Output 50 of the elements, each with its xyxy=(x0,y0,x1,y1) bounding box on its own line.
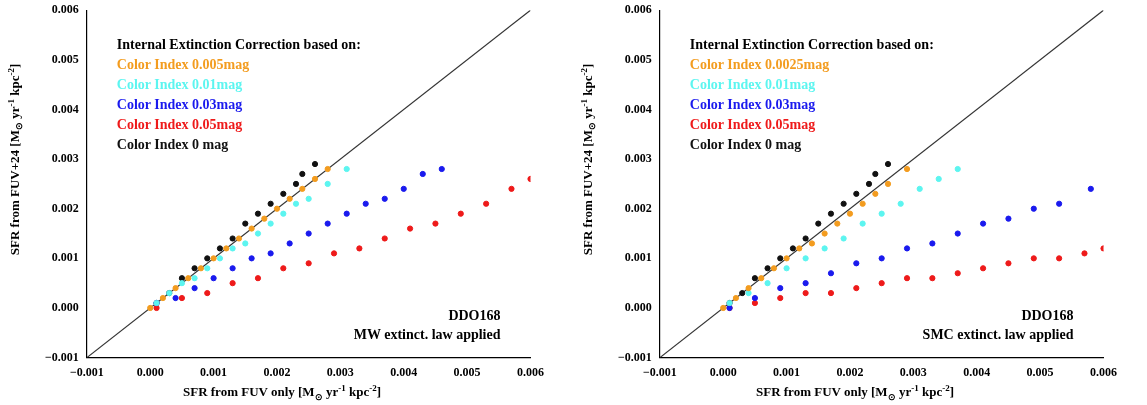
text: Color Index 0.01mag xyxy=(116,76,243,92)
text: Color Index 0.005mag xyxy=(116,56,250,72)
x-tick-label: 0.000 xyxy=(709,364,737,379)
x-tick-label: 0.005 xyxy=(453,364,481,379)
x-tick-label: 0.000 xyxy=(136,364,164,379)
legend-title: Internal Extinction Correction based on: xyxy=(689,36,934,52)
y-tick-label: 0.006 xyxy=(51,2,79,17)
text: Color Index 0 mag xyxy=(116,136,229,152)
x-axis-title: SFR from FUV only [M$_{⊙}$ yr$^{-1}$ kpc$^{-2}$] xyxy=(181,383,382,402)
y-tick-label: 0.001 xyxy=(51,250,79,265)
y-tick-label: 0.002 xyxy=(51,200,79,215)
annotation: MW extinct. law applied xyxy=(353,327,501,343)
x-tick-label: 0.004 xyxy=(963,364,991,379)
y-tick-label: −0.001 xyxy=(617,349,652,364)
annotation: DDO168 xyxy=(448,308,501,324)
y-tick-label: 0.002 xyxy=(624,200,652,215)
x-tick-label: −0.001 xyxy=(642,364,677,379)
x-tick-label: 0.001 xyxy=(773,364,801,379)
text: Color Index 0.0025mag xyxy=(689,56,830,72)
y-tick-label: −0.001 xyxy=(44,349,79,364)
y-tick-label: 0.003 xyxy=(624,151,652,166)
x-tick-label: 0.004 xyxy=(390,364,418,379)
y-tick-label: 0.003 xyxy=(51,151,79,166)
x-tick-label: 0.002 xyxy=(836,364,864,379)
annotation: SMC extinct. law applied xyxy=(922,327,1074,343)
y-tick-label: 0.006 xyxy=(624,2,652,17)
y-tick-label: 0.005 xyxy=(51,51,79,66)
x-axis-title: SFR from FUV only [M$_{⊙}$ yr$^{-1}$ kpc$^{-2}$] xyxy=(754,383,955,402)
text: Color Index 0 mag xyxy=(689,136,802,152)
y-tick-label: 0.001 xyxy=(624,250,652,265)
text: Color Index 0.01mag xyxy=(689,76,816,92)
x-tick-label: 0.001 xyxy=(200,364,228,379)
x-tick-label: 0.003 xyxy=(326,364,354,379)
y-tick-label: 0.000 xyxy=(624,300,652,315)
x-tick-label: 0.006 xyxy=(1090,364,1117,379)
x-tick-label: 0.003 xyxy=(899,364,927,379)
text: Color Index 0.05mag xyxy=(689,116,816,132)
x-tick-label: 0.005 xyxy=(1026,364,1054,379)
y-tick-label: 0.004 xyxy=(51,101,79,116)
legend-title: Internal Extinction Correction based on: xyxy=(116,36,361,52)
annotation: DDO168 xyxy=(1021,308,1074,324)
x-tick-label: 0.002 xyxy=(263,364,291,379)
text: Color Index 0.05mag xyxy=(116,116,243,132)
y-tick-label: 0.004 xyxy=(624,101,652,116)
text: Color Index 0.03mag xyxy=(116,96,243,112)
x-tick-label: −0.001 xyxy=(69,364,104,379)
x-tick-label: 0.006 xyxy=(517,364,544,379)
y-tick-label: 0.000 xyxy=(51,300,79,315)
y-tick-label: 0.005 xyxy=(624,51,652,66)
text: Color Index 0.03mag xyxy=(689,96,816,112)
